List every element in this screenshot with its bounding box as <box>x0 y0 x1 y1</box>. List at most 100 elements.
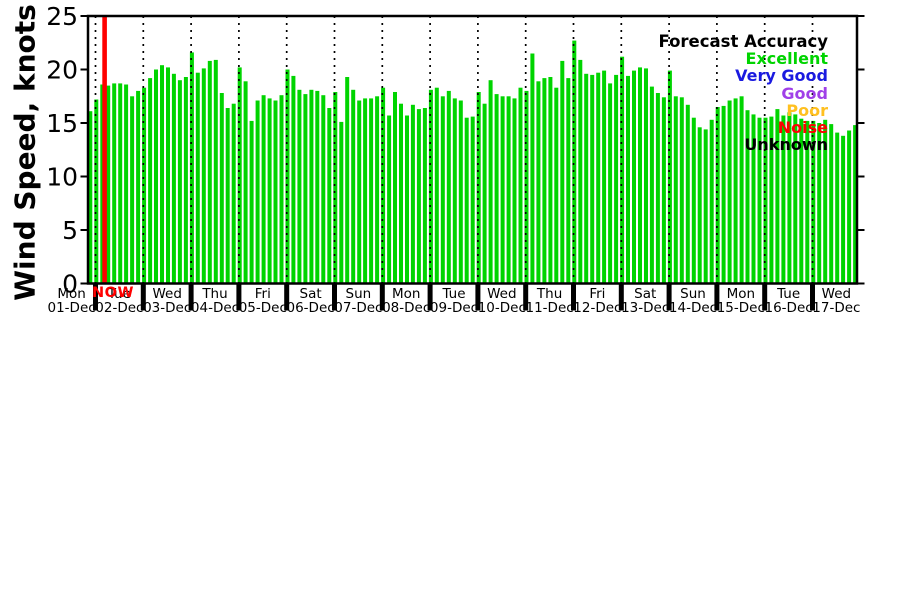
wind-bar <box>673 96 678 284</box>
wind-bar <box>560 60 565 284</box>
wind-bar <box>697 127 702 284</box>
date-label: 13-Dec <box>621 300 669 316</box>
wind-bar <box>566 78 571 284</box>
wind-bar <box>357 100 362 284</box>
wind-bar <box>817 123 822 284</box>
wind-bar <box>572 40 577 284</box>
wind-bar <box>787 112 792 284</box>
wind-bar <box>171 73 176 284</box>
wind-bar <box>476 92 481 284</box>
day-boundary-tick <box>618 284 624 311</box>
y-tick-label: 5 <box>62 216 78 245</box>
weekday-label: Mon <box>57 286 85 302</box>
date-label: 15-Dec <box>717 300 765 316</box>
wind-bar <box>225 108 230 284</box>
wind-bar <box>375 96 380 284</box>
wind-bar <box>183 77 188 284</box>
day-boundary-tick <box>523 284 529 311</box>
y-tick-label: 20 <box>46 56 78 85</box>
wind-bar <box>243 81 248 284</box>
wind-bar <box>781 115 786 284</box>
wind-bar <box>118 83 123 284</box>
wind-bar <box>739 96 744 284</box>
date-label: 05-Dec <box>239 300 287 316</box>
wind-bar <box>703 129 708 284</box>
wind-bar <box>584 73 589 284</box>
wind-bar <box>691 117 696 284</box>
wind-bar <box>207 60 212 284</box>
wind-bar <box>422 108 427 284</box>
wind-bar <box>410 104 415 284</box>
wind-bar <box>279 95 284 284</box>
y-tick-label: 0 <box>62 270 78 299</box>
axis-spines <box>86 14 859 285</box>
day-boundary-tick <box>93 284 98 311</box>
wind-bar <box>727 100 732 284</box>
wind-bar <box>273 100 278 284</box>
y-tick-label: 15 <box>46 109 78 138</box>
weekday-label: Tue <box>107 286 131 302</box>
wind-bar <box>614 74 619 284</box>
wind-bar <box>399 103 403 284</box>
wind-bar <box>177 80 182 284</box>
wind-bar <box>112 83 117 284</box>
wind-bar <box>321 95 326 284</box>
y-axis-title: Wind Speed, knots <box>8 4 42 301</box>
wind-bar <box>799 118 804 284</box>
wind-bar <box>160 65 164 284</box>
wind-bar <box>213 59 218 284</box>
date-label: 16-Dec <box>765 300 813 316</box>
legend-entry-very-good: Very Good <box>735 66 828 86</box>
wind-bar <box>88 111 93 284</box>
wind-bar <box>518 87 523 284</box>
wind-bar <box>387 115 392 284</box>
wind-bar <box>434 87 439 284</box>
y-tick-label: 25 <box>46 2 78 31</box>
day-boundary-tick <box>379 284 385 311</box>
legend-title: Forecast Accuracy <box>658 32 828 51</box>
wind-bar <box>841 135 846 284</box>
day-boundary-tick <box>810 284 815 311</box>
wind-bar <box>488 80 493 284</box>
weekday-label: Tue <box>776 286 800 302</box>
wind-bar <box>189 52 194 284</box>
weekday-label: Sat <box>300 286 322 302</box>
wind-bar <box>548 77 553 284</box>
wind-bar <box>811 120 816 284</box>
wind-bar <box>297 89 302 284</box>
weekday-label: Fri <box>589 286 605 302</box>
wind-bar <box>661 97 666 284</box>
day-boundary-tick <box>714 284 720 311</box>
wind-bar <box>231 103 236 284</box>
wind-bar <box>446 90 451 284</box>
wind-bar <box>261 95 266 284</box>
wind-bar <box>709 119 714 284</box>
wind-bar <box>136 90 141 284</box>
wind-bar <box>339 121 344 284</box>
wind-bar <box>554 87 559 284</box>
wind-bar <box>733 98 738 284</box>
wind-bar <box>835 132 840 284</box>
wind-bar <box>823 119 828 284</box>
wind-bar <box>195 72 200 284</box>
wind-bar <box>715 107 720 284</box>
weekday-label: Mon <box>392 286 420 302</box>
now-label: NOW <box>92 285 134 301</box>
wind-bar <box>829 124 834 284</box>
wind-bar <box>500 96 505 284</box>
wind-bar <box>363 98 368 284</box>
legend-entry-excellent: Excellent <box>745 49 828 69</box>
legend-entries: Excellent Very Good Good Poor Noise Unknown <box>658 50 828 153</box>
now-line <box>102 16 107 284</box>
wind-bar <box>237 67 242 284</box>
wind-bar <box>345 77 350 284</box>
wind-bar <box>638 67 642 284</box>
day-boundary-tick <box>666 284 672 311</box>
wind-bar <box>542 78 547 284</box>
day-boundary-tick <box>236 284 242 311</box>
date-label: 10-Dec <box>478 300 526 316</box>
weekday-label: Thu <box>201 286 227 302</box>
wind-bar <box>847 130 852 284</box>
legend-entry-noise: Noise <box>777 118 828 138</box>
